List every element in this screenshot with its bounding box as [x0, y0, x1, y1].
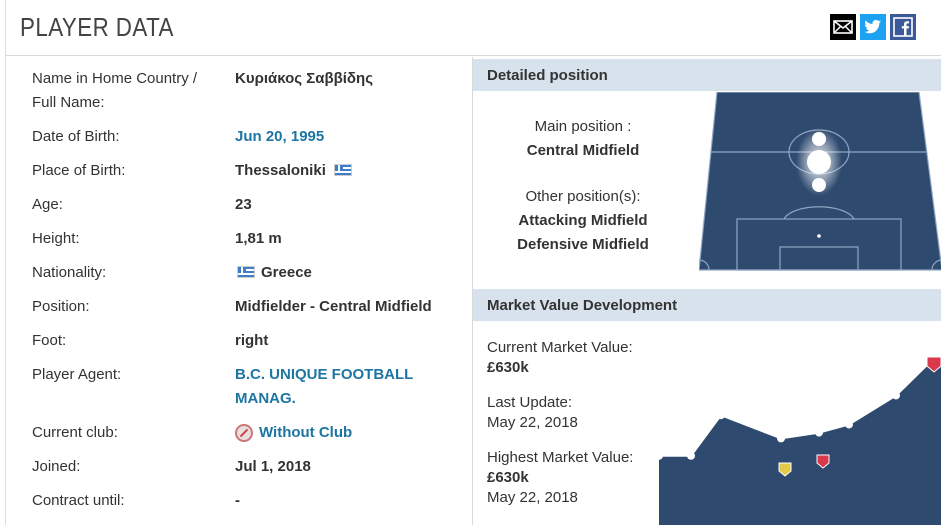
main-position-value: Central Midfield — [473, 139, 693, 163]
age-value: 23 — [235, 196, 252, 213]
page-title: PLAYER DATA — [20, 12, 174, 42]
mv-point-1[interactable] — [687, 451, 695, 460]
mv-area — [659, 363, 941, 525]
market-value-chart[interactable] — [655, 351, 941, 525]
other-position-1-name: Attacking Midfield — [518, 212, 648, 229]
mv-point-5[interactable] — [845, 420, 853, 429]
agent-label: Player Agent: — [32, 366, 122, 383]
without-club-icon — [235, 424, 253, 443]
agent-line1: B.C. UNIQUE FOOTBALL — [235, 366, 414, 383]
contract-label: Contract until: — [32, 492, 125, 509]
mv-point-3[interactable] — [777, 434, 785, 443]
position-label: Position: — [32, 298, 90, 315]
other-position-1: Attacking Midfield — [473, 209, 693, 233]
other-position-label: Other position(s): — [525, 188, 641, 205]
last-update-label: Last Update: — [487, 394, 573, 411]
mail-icon[interactable] — [830, 14, 856, 40]
club-link[interactable]: Without Club — [235, 421, 465, 445]
column-divider — [472, 57, 473, 525]
current-mv-value: £630k — [487, 358, 529, 378]
position-value: Midfielder - Central Midfield — [235, 298, 432, 315]
mv-point-6[interactable] — [892, 391, 900, 400]
position-pitch — [698, 91, 941, 272]
player-info-table: Name in Home Country / Full Name: Κυριάκ… — [6, 57, 472, 525]
facebook-icon[interactable] — [890, 14, 916, 40]
penalty-spot — [817, 234, 821, 238]
highest-mv-amount: £630k — [487, 469, 529, 486]
nationality-label: Nationality: — [32, 264, 107, 281]
highest-mv-value: £630k — [487, 468, 529, 488]
main-position-name: Central Midfield — [526, 142, 640, 159]
current-mv-label: Current Market Value: — [487, 339, 633, 356]
market-value-heading: Market Value Development — [473, 289, 941, 321]
joined-label: Joined: — [32, 458, 81, 475]
nationality-value: Greece — [261, 264, 312, 281]
greece-flag-icon — [237, 266, 255, 279]
height-label: Height: — [32, 230, 80, 247]
pob-label: Place of Birth: — [32, 162, 126, 179]
name-value: Κυριάκος Σαββίδης — [235, 70, 373, 87]
other-position-2: Defensive Midfield — [473, 233, 693, 257]
position-heatmap — [796, 128, 842, 196]
club-label: Current club: — [32, 424, 118, 441]
current-mv-amount: £630k — [487, 359, 529, 376]
club-crest-icons — [778, 356, 941, 477]
greece-flag-icon — [333, 164, 352, 177]
mv-point-4[interactable] — [815, 428, 823, 437]
detailed-position-heading: Detailed position — [473, 59, 941, 91]
agent-link[interactable]: B.C. UNIQUE FOOTBALL MANAG. — [235, 363, 465, 411]
twitter-icon[interactable] — [860, 14, 886, 40]
club-value: Without Club — [259, 424, 353, 441]
heat-attacking-midfield — [812, 132, 826, 146]
name-label: Name in Home Country / Full Name: — [32, 70, 198, 111]
last-update-value: May 22, 2018 — [487, 414, 578, 431]
mv-point-2[interactable] — [717, 411, 725, 420]
player-data-panel: PLAYER DATA Name in Home Country / Full … — [5, 0, 941, 525]
heat-central-midfield-core — [807, 150, 831, 174]
panel-header: PLAYER DATA — [6, 0, 941, 56]
mv-line — [659, 362, 930, 457]
highest-mv-date: May 22, 2018 — [487, 489, 578, 506]
heat-defensive-midfield — [812, 178, 826, 192]
joined-value: Jul 1, 2018 — [235, 458, 311, 475]
club-crest-icon — [926, 356, 941, 373]
pob-value-wrap: Thessaloniki — [235, 159, 465, 183]
dob-label: Date of Birth: — [32, 128, 120, 145]
dob-link[interactable]: Jun 20, 1995 — [235, 128, 325, 145]
other-position-2-name: Defensive Midfield — [517, 236, 649, 253]
agent-line2: MANAG. — [235, 390, 296, 407]
right-column: Detailed position Main position : Centra… — [473, 57, 941, 525]
highest-mv-label: Highest Market Value: — [487, 449, 634, 466]
nationality-value-wrap: Greece — [235, 261, 465, 285]
pob-value: Thessaloniki — [235, 162, 326, 179]
height-value: 1,81 m — [235, 230, 282, 247]
age-label: Age: — [32, 196, 63, 213]
foot-label: Foot: — [32, 332, 67, 349]
main-position-label: Main position : — [534, 118, 632, 135]
contract-value: - — [235, 492, 240, 509]
foot-value: right — [235, 332, 269, 349]
club-crest-icon — [778, 462, 792, 477]
club-crest-icon — [816, 454, 830, 469]
